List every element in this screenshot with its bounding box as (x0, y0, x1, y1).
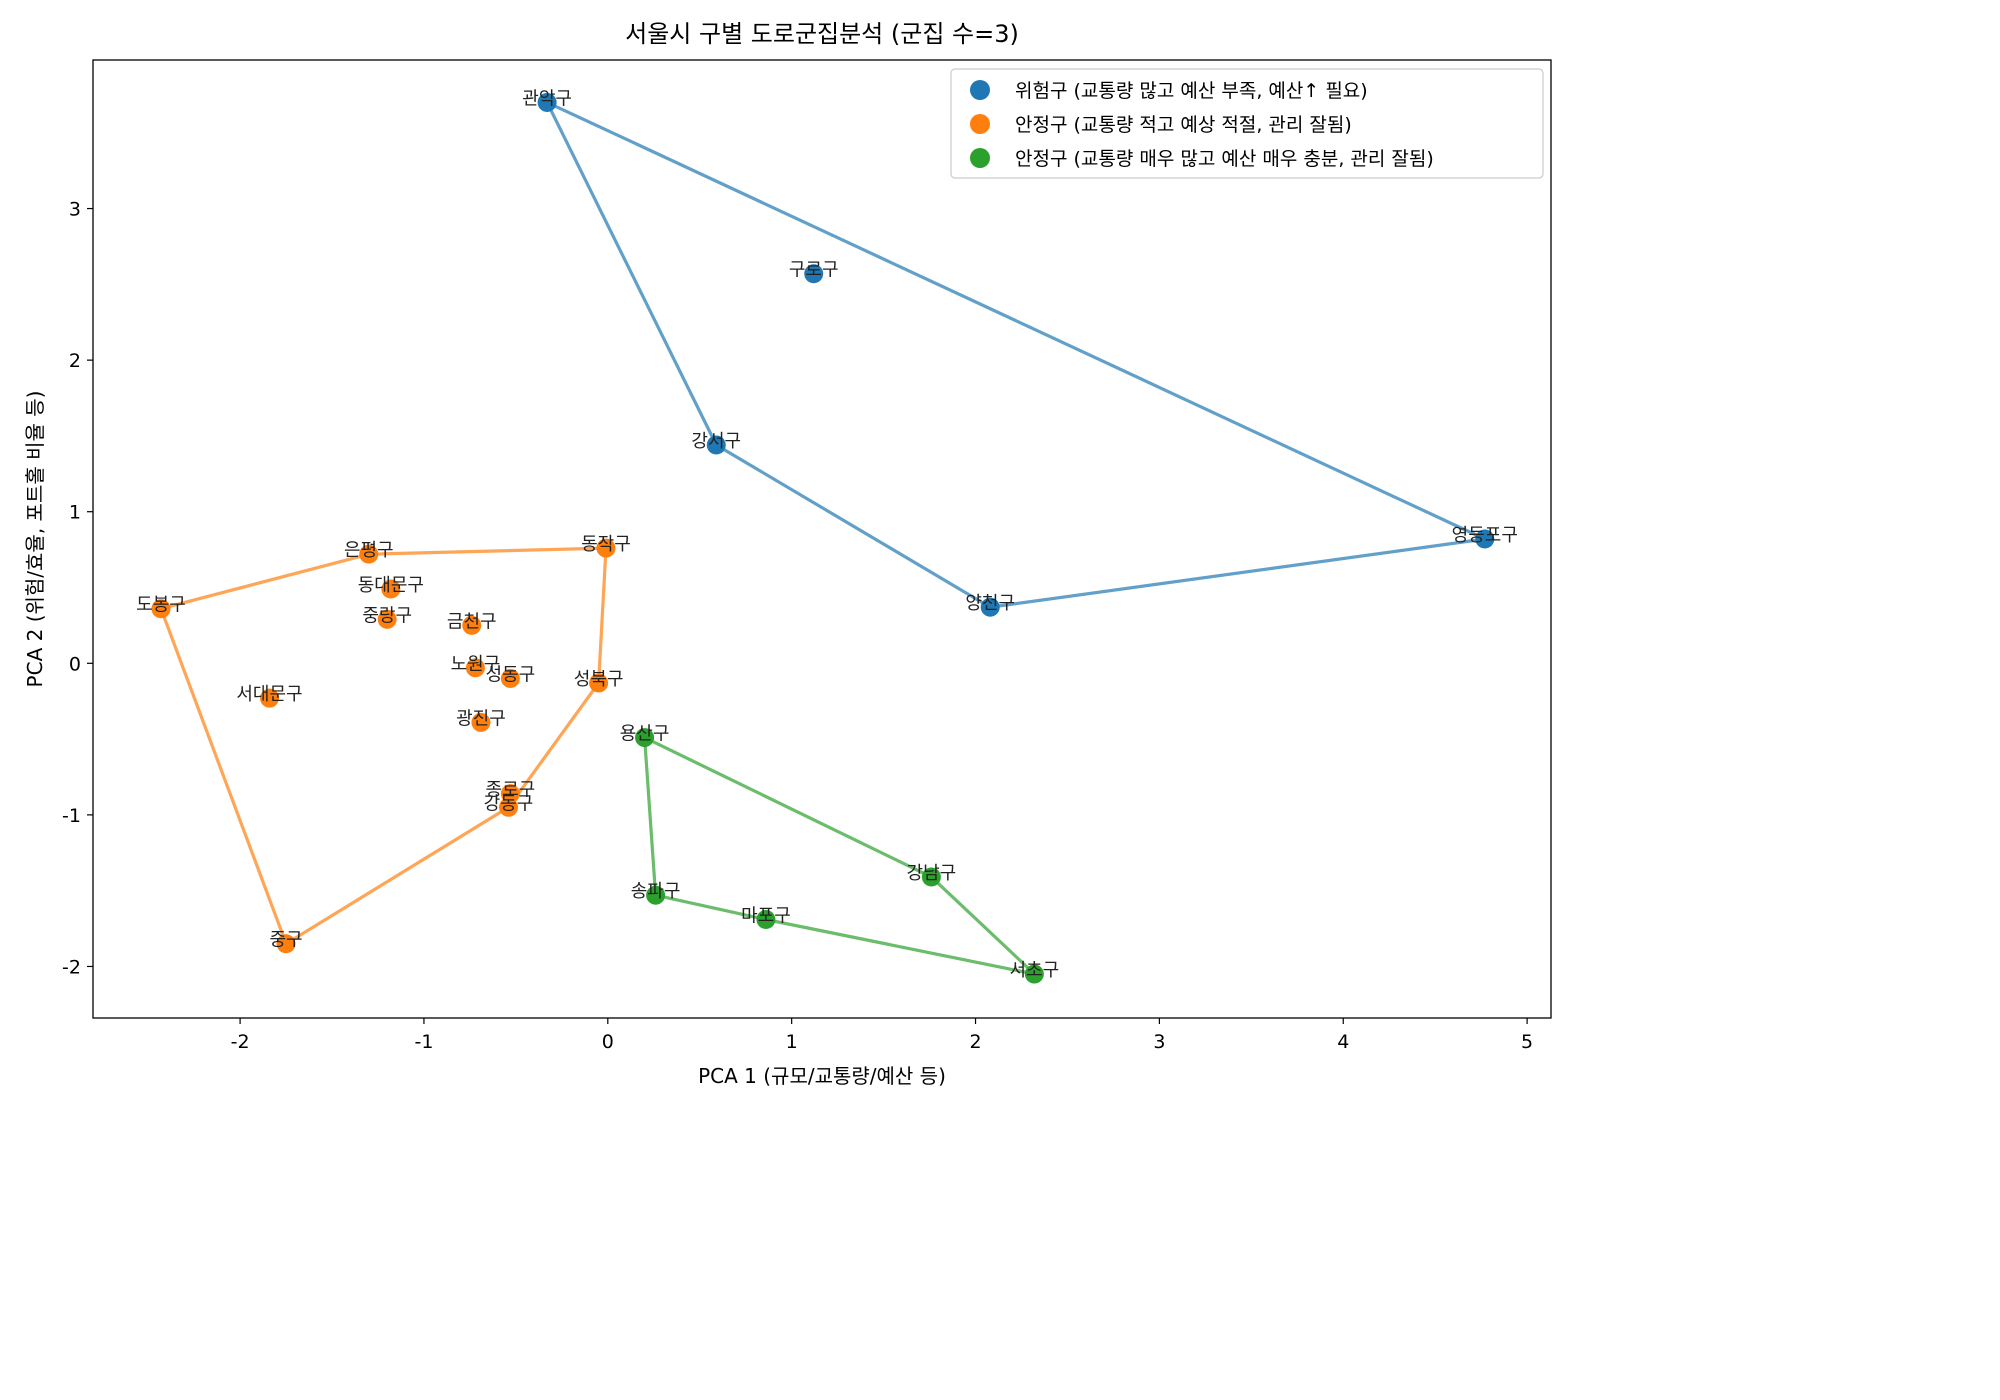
point-label: 송파구 (631, 881, 681, 902)
legend-box (950, 68, 1544, 179)
x-tick-label: 4 (1337, 1031, 1349, 1053)
data-point (462, 615, 482, 635)
x-tick-label: 5 (1521, 1031, 1533, 1053)
point-label: 용산구 (620, 724, 670, 745)
point-label: 종로구 (486, 780, 536, 801)
legend-marker (970, 148, 990, 168)
point-label: 마포구 (741, 905, 791, 926)
x-tick-label: 3 (1153, 1031, 1165, 1053)
point-label: 강서구 (691, 431, 741, 452)
legend-label: 위험구 (교통량 많고 예산 부족, 예산↑ 필요) (1015, 80, 1368, 102)
data-point (377, 609, 397, 629)
data-point (756, 909, 776, 929)
x-axis-ticks: -2 -1 0 1 2 3 4 5 (231, 1018, 1533, 1053)
y-tick-label: 3 (69, 199, 81, 221)
point-label: 중구 (269, 930, 302, 951)
legend: 위험구 (교통량 많고 예산 부족, 예산↑ 필요) 안정구 (교통량 적고 예상… (950, 68, 1544, 179)
data-point (706, 435, 726, 455)
point-label: 도봉구 (136, 595, 186, 616)
legend-label: 안정구 (교통량 매우 많고 예산 매우 충분, 관리 잘됨) (1015, 148, 1434, 170)
x-tick-label: 2 (969, 1031, 981, 1053)
point-label: 은평구 (344, 540, 394, 561)
legend-marker (970, 80, 990, 100)
data-point (359, 544, 379, 564)
data-point (921, 867, 941, 887)
data-point (1024, 964, 1044, 984)
point-label: 금천구 (447, 611, 497, 632)
point-label: 관악구 (522, 88, 572, 109)
legend-marker (970, 114, 990, 134)
x-tick-label: -1 (414, 1031, 433, 1053)
chart-title: 서울시 구별 도로군집분석 (군집 수=3) (625, 20, 1019, 48)
y-axis-label: PCA 2 (위험/효율, 포트홀 비율 등) (23, 391, 47, 688)
x-axis-label: PCA 1 (규모/교통량/예산 등) (698, 1064, 946, 1088)
data-point (381, 579, 401, 599)
data-point (151, 599, 171, 619)
y-tick-label: 0 (69, 653, 81, 675)
x-tick-label: 1 (786, 1031, 798, 1053)
y-tick-label: 2 (69, 350, 81, 372)
data-point (635, 728, 655, 748)
x-tick-label: -2 (231, 1031, 250, 1053)
point-label: 동대문구 (358, 575, 424, 596)
cluster-hulls (159, 100, 1487, 976)
point-label: 중랑구 (362, 605, 412, 626)
data-point (499, 797, 519, 817)
data-point (1475, 529, 1495, 549)
legend-label: 안정구 (교통량 적고 예상 적절, 관리 잘됨) (1015, 114, 1352, 136)
data-point (260, 688, 280, 708)
point-label: 영등포구 (1452, 525, 1518, 546)
data-point (980, 597, 1000, 617)
data-point (646, 885, 666, 905)
y-tick-label: -2 (62, 956, 81, 978)
point-label: 구로구 (789, 260, 839, 281)
point-label: 양천구 (965, 593, 1015, 614)
data-point (596, 538, 616, 558)
point-label: 성북구 (574, 669, 624, 690)
point-label: 광진구 (456, 708, 506, 729)
data-point (500, 668, 520, 688)
point-label: 성동구 (486, 664, 536, 685)
x-tick-label: 0 (602, 1031, 614, 1053)
point-label: 서초구 (1010, 960, 1060, 981)
data-point (537, 92, 557, 112)
y-tick-label: 1 (69, 502, 81, 524)
data-point (589, 673, 609, 693)
point-label: 노원구 (451, 654, 501, 675)
y-tick-label: -1 (62, 805, 81, 827)
point-label: 강남구 (907, 863, 957, 884)
plot-frame (92, 59, 1552, 1019)
data-point (465, 658, 485, 678)
y-axis-ticks: -2 -1 0 1 2 3 (62, 199, 93, 978)
data-point (276, 934, 296, 954)
point-label: 서대문구 (236, 684, 302, 705)
point-label: 동작구 (581, 534, 631, 555)
data-point (804, 264, 824, 284)
data-point (471, 712, 491, 732)
point-label: 강동구 (484, 793, 534, 814)
cluster-hull-2 (643, 736, 1037, 976)
